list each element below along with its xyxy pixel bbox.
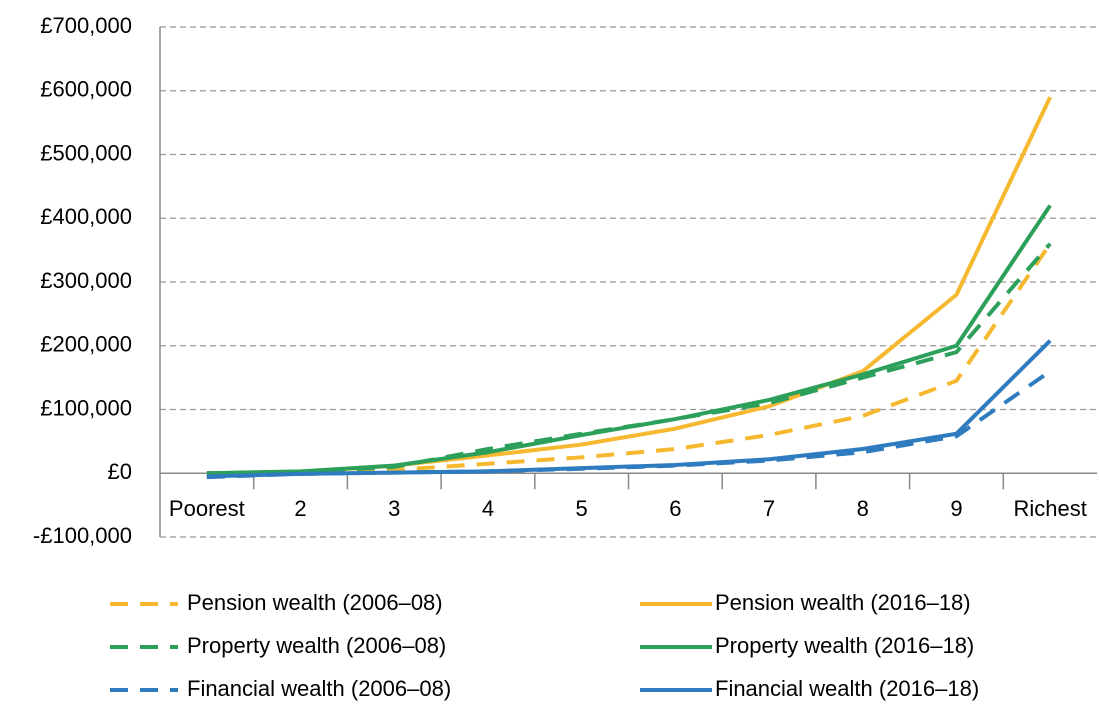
series-line xyxy=(206,242,1052,476)
y-tick-label: £600,000 xyxy=(40,77,132,102)
x-tick-label: 3 xyxy=(388,496,400,521)
y-tick-label: £0 xyxy=(108,459,132,484)
legend-label: Financial wealth (2016–18) xyxy=(715,676,979,701)
y-tick-label: £200,000 xyxy=(40,332,132,357)
y-tick-label: £700,000 xyxy=(40,13,132,38)
x-tick-label: 2 xyxy=(294,496,306,521)
y-tick-label: £400,000 xyxy=(40,204,132,229)
y-tick-label: -£100,000 xyxy=(33,523,132,548)
legend-label: Property wealth (2006–08) xyxy=(187,633,446,658)
y-tick-label: £100,000 xyxy=(40,395,132,420)
x-tick-label: 8 xyxy=(857,496,869,521)
y-tick-label: £500,000 xyxy=(40,140,132,165)
x-tick-label: Poorest xyxy=(169,496,245,521)
legend-label: Pension wealth (2016–18) xyxy=(715,590,971,615)
series-line xyxy=(206,204,1052,476)
legend-label: Pension wealth (2006–08) xyxy=(187,590,443,615)
x-tick-label: 6 xyxy=(669,496,681,521)
series-line xyxy=(206,339,1052,479)
x-tick-label: 9 xyxy=(950,496,962,521)
series-line xyxy=(206,96,1052,476)
legend-label: Property wealth (2016–18) xyxy=(715,633,974,658)
x-tick-label: 5 xyxy=(576,496,588,521)
x-tick-label: Richest xyxy=(1013,496,1086,521)
y-tick-label: £300,000 xyxy=(40,268,132,293)
x-tick-label: 7 xyxy=(763,496,775,521)
legend-label: Financial wealth (2006–08) xyxy=(187,676,451,701)
x-tick-label: 4 xyxy=(482,496,494,521)
series-line xyxy=(206,369,1052,480)
